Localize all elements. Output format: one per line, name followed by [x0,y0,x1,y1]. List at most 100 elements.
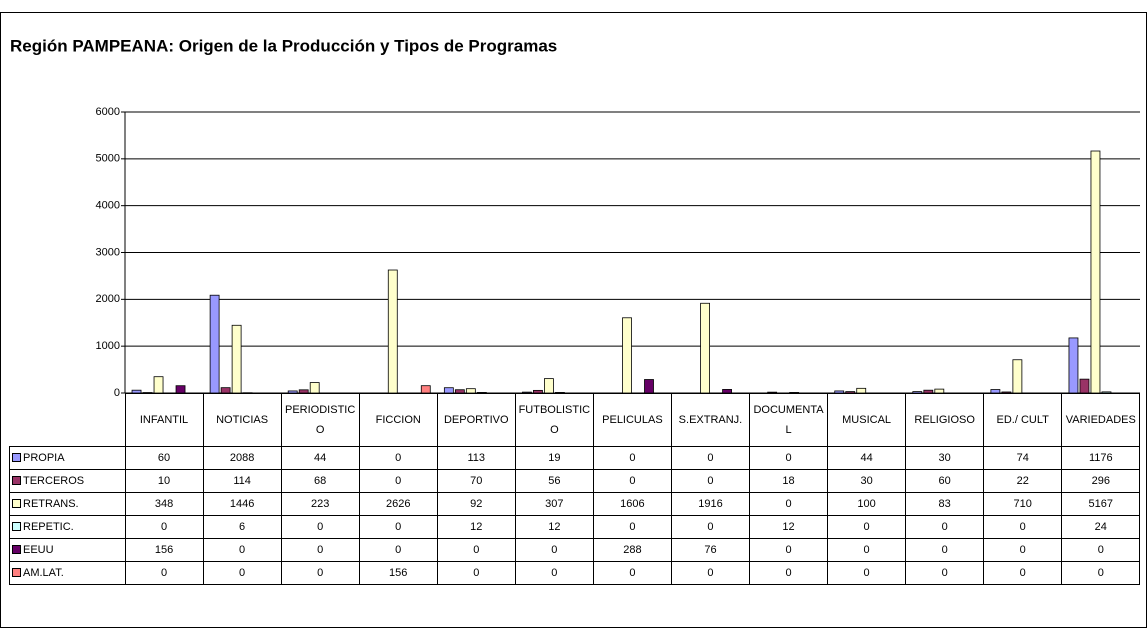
legend-key [12,453,21,462]
bar [990,389,1001,394]
bar [153,376,164,394]
cat: VARIEDADES [1061,393,1141,447]
value-cell: 0 [748,561,829,585]
value-cell: 288 [592,538,672,562]
value-cell: 0 [983,538,1063,562]
value-cell: 0 [748,492,829,516]
value-cell: 0 [514,561,594,585]
value-cell: 1446 [202,492,282,516]
value-cell: 0 [905,538,985,562]
value-cell: 44 [827,446,907,470]
value-cell: 0 [514,538,594,562]
y-tick-label: 1000 [96,340,120,352]
bar [387,269,398,394]
value-cell: 0 [827,561,907,585]
cat: DOCUMENTAL [748,393,829,447]
value-cell: 0 [124,515,204,539]
value-cell: 74 [983,446,1063,470]
legend-key [12,545,21,554]
value-cell: 710 [983,492,1063,516]
value-cell: 0 [436,561,516,585]
bar [1001,391,1012,394]
series-row: REPETIC. 0 6 0 0 12 12 0 0 12 0 0 0 24 [9,515,1141,539]
y-tick-label: 6000 [96,106,120,118]
value-cell: 0 [202,538,282,562]
cat: RELIGIOSO [905,393,985,447]
value-cell: 19 [514,446,594,470]
legend-key [12,499,21,508]
value-cell: 0 [905,561,985,585]
y-tick-label: 4000 [96,200,120,212]
rowh: EEUU [9,538,126,562]
value-cell: 0 [670,561,751,585]
value-cell: 56 [514,469,594,493]
value-cell: 76 [670,538,751,562]
y-tick-label: 2000 [96,293,120,305]
value-cell: 348 [124,492,204,516]
value-cell: 0 [592,469,672,493]
bar [700,302,710,394]
value-cell: 113 [436,446,516,470]
legend-label: PROPIA [23,452,65,464]
legend-key [12,522,21,531]
value-cell: 156 [124,538,204,562]
value-cell: 0 [358,446,438,470]
value-cell: 223 [280,492,360,516]
value-cell: 0 [436,538,516,562]
bar [443,387,454,394]
rowh: PROPIA [9,446,126,470]
bar [309,382,320,394]
header-row: INFANTIL NOTICIAS PERIODISTICO FICCION DEPOR… [10,393,1141,447]
series-row: AM.LAT. 0 0 0 156 0 0 0 0 0 0 0 0 0 [9,561,1141,585]
series-row: EEUU 156 0 0 0 0 0 288 76 0 0 0 0 0 [9,538,1141,562]
value-cell: 1916 [670,492,751,516]
bar [934,388,945,394]
cat: DEPORTIVO [436,393,516,447]
value-cell: 296 [1061,469,1141,493]
value-cell: 0 [280,561,360,585]
bar [287,390,298,394]
value-cell: 0 [358,515,438,539]
corner [10,394,126,447]
value-cell: 70 [436,469,516,493]
legend-label: TERCEROS [23,475,85,487]
value-cell: 0 [280,538,360,562]
value-cell: 2626 [358,492,438,516]
bar [1079,378,1090,394]
value-cell: 0 [358,538,438,562]
chart-title: Región PAMPEANA: Origen de la Producción… [10,36,557,55]
cat: PELICULAS [592,393,672,447]
series-row: TERCEROS 10 114 68 0 70 56 0 0 18 30 60 22 296 [9,469,1141,493]
cat: S.EXTRANJ. [670,393,751,447]
value-cell: 1176 [1061,446,1141,470]
bar [1090,150,1101,394]
bar [1068,337,1079,394]
rowh: AM.LAT. [9,561,126,585]
bar [476,392,487,394]
bar [1012,359,1023,394]
bar [533,389,543,394]
value-cell: 0 [124,561,204,585]
value-cell: 307 [514,492,594,516]
value-cell: 0 [983,515,1063,539]
y-tick-label: 3000 [96,246,120,258]
value-cell: 30 [905,446,985,470]
bar [544,378,554,394]
value-cell: 12 [514,515,594,539]
bar [644,379,654,394]
value-cell: 92 [436,492,516,516]
legend-label: REPETIC. [23,521,74,533]
value-cell: 0 [358,469,438,493]
value-cell: 18 [748,469,829,493]
value-cell: 0 [827,538,907,562]
series-row: PROPIA 60 2088 44 0 113 19 0 0 0 44 30 74 1176 [9,446,1141,470]
cat: FUTBOLISTICO [514,393,594,447]
value-cell: 0 [202,561,282,585]
cat: FICCION [358,393,438,447]
cat: NOTICIAS [202,393,282,447]
value-cell: 0 [827,515,907,539]
value-cell: 0 [670,469,751,493]
bar [555,392,565,394]
series-row: RETRANS. 348 1446 223 2626 92 307 1606 1916 0 100 8… [9,492,1141,516]
